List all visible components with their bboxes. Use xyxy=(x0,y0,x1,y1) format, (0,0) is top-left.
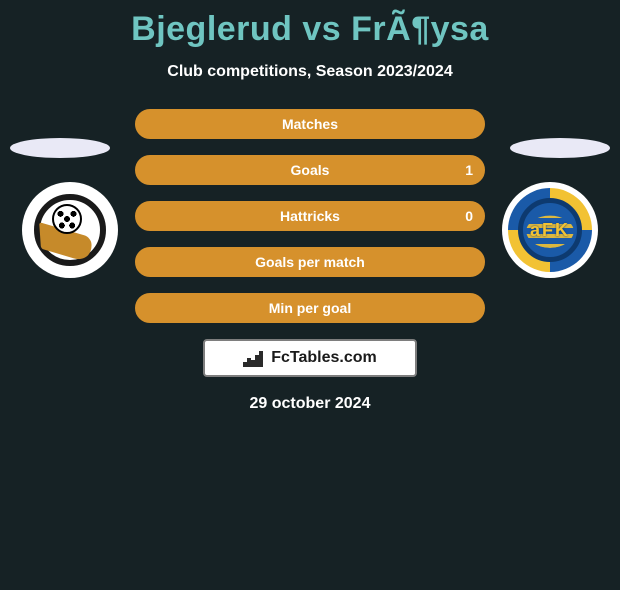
football-association-crest-icon xyxy=(30,190,110,270)
bar-chart-icon xyxy=(243,349,265,367)
player-right-avatar: aFK xyxy=(502,182,598,278)
stat-label: Goals per match xyxy=(255,254,365,270)
stat-right-value: 1 xyxy=(465,162,473,178)
stat-row-matches: Matches xyxy=(135,109,485,139)
stat-label: Min per goal xyxy=(269,300,351,316)
page-subtitle: Club competitions, Season 2023/2024 xyxy=(0,63,620,81)
page-title: Bjeglerud vs FrÃ¶ysa xyxy=(0,10,620,49)
date-text: 29 october 2024 xyxy=(0,395,620,413)
stat-row-min-per-goal: Min per goal xyxy=(135,293,485,323)
player-left-shadow xyxy=(10,138,110,158)
stat-label: Matches xyxy=(282,116,338,132)
stat-row-goals: Goals 1 xyxy=(135,155,485,185)
afk-crest-icon: aFK xyxy=(508,188,592,272)
fctables-label: FcTables.com xyxy=(271,349,377,367)
stat-label: Goals xyxy=(291,162,330,178)
stat-row-hattricks: Hattricks 0 xyxy=(135,201,485,231)
stat-right-value: 0 xyxy=(465,208,473,224)
stats-table: Matches Goals 1 Hattricks 0 Goals per ma… xyxy=(135,109,485,323)
player-right-shadow xyxy=(510,138,610,158)
fctables-badge[interactable]: FcTables.com xyxy=(203,339,417,377)
stat-label: Hattricks xyxy=(280,208,340,224)
stat-row-goals-per-match: Goals per match xyxy=(135,247,485,277)
player-left-avatar xyxy=(22,182,118,278)
